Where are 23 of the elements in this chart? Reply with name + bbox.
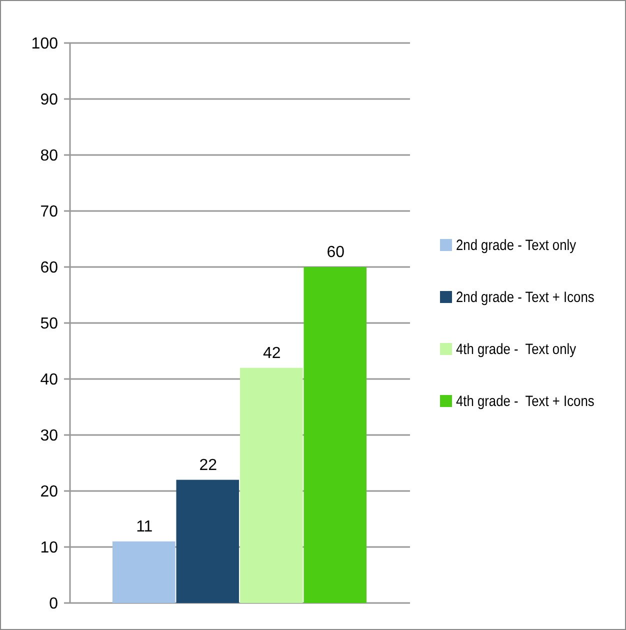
bar [176,480,239,603]
bar [240,368,303,603]
data-label: 22 [199,456,218,474]
y-tick-label: 40 [40,372,58,389]
y-tick-label: 0 [49,596,58,613]
bar [112,541,176,603]
bar [304,267,366,603]
y-tick-label: 100 [31,36,58,53]
y-tick-label: 80 [40,148,58,165]
y-tick-label: 70 [40,204,58,221]
y-tick-label: 30 [40,428,58,445]
data-label: 60 [326,244,345,261]
legend-label: 2nd grade - Text + Icons [456,288,594,306]
legend-label: 2nd grade - Text only [456,236,576,254]
y-tick-label: 60 [40,260,58,277]
y-tick-label: 20 [40,484,58,501]
y-tick-label: 90 [40,92,58,109]
data-label: 42 [262,344,281,362]
legend-label: 4th grade - Text only [456,340,576,358]
legend-label: 4th grade - Text + Icons [456,392,594,410]
data-label: 11 [136,518,153,536]
y-tick-label: 50 [40,316,58,333]
y-tick-label: 10 [40,540,58,557]
